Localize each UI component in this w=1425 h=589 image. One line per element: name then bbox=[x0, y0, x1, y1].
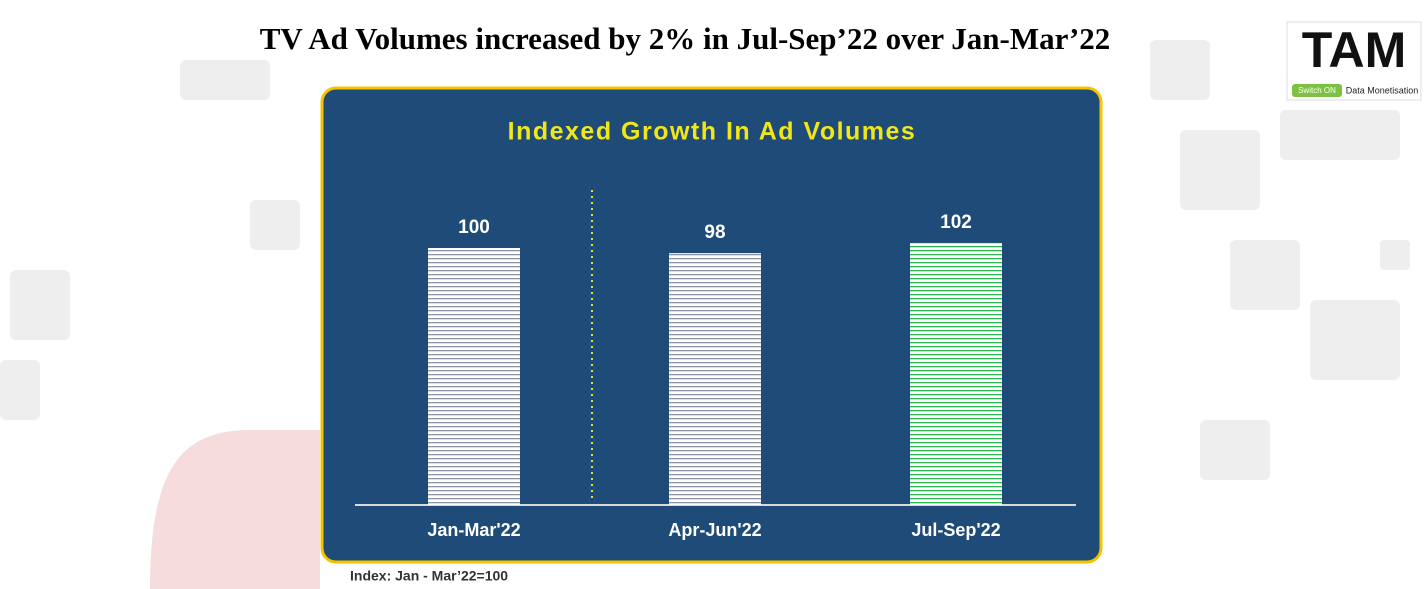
x-tick-label: Jan-Mar'22 bbox=[427, 520, 520, 540]
value-label: 100 bbox=[458, 217, 490, 238]
slide-title: TV Ad Volumes increased by 2% in Jul-Sep… bbox=[260, 21, 1111, 56]
logo-brand: TAM bbox=[1302, 22, 1407, 78]
x-tick-label: Jul-Sep'22 bbox=[911, 520, 1000, 540]
footnote: Index: Jan - Mar’22=100 bbox=[350, 568, 508, 584]
logo-tag-bg bbox=[1292, 84, 1342, 97]
value-label: 102 bbox=[940, 212, 972, 233]
plot: 100 Jan-Mar'22 98 Apr-Jun'22 102 Jul-Sep'22 bbox=[427, 212, 1002, 540]
x-tick-label: Apr-Jun'22 bbox=[668, 520, 761, 540]
background-decor bbox=[0, 40, 1410, 589]
bar bbox=[669, 253, 761, 505]
bar bbox=[910, 242, 1002, 506]
bar bbox=[428, 248, 520, 505]
value-label: 98 bbox=[704, 222, 725, 243]
logo-tagline: Data Monetisation bbox=[1346, 85, 1419, 95]
chart-title: Indexed Growth In Ad Volumes bbox=[508, 118, 917, 146]
logo: TAM Switch ON Data Monetisation bbox=[1286, 21, 1422, 101]
logo-tag: Switch ON bbox=[1298, 86, 1336, 95]
